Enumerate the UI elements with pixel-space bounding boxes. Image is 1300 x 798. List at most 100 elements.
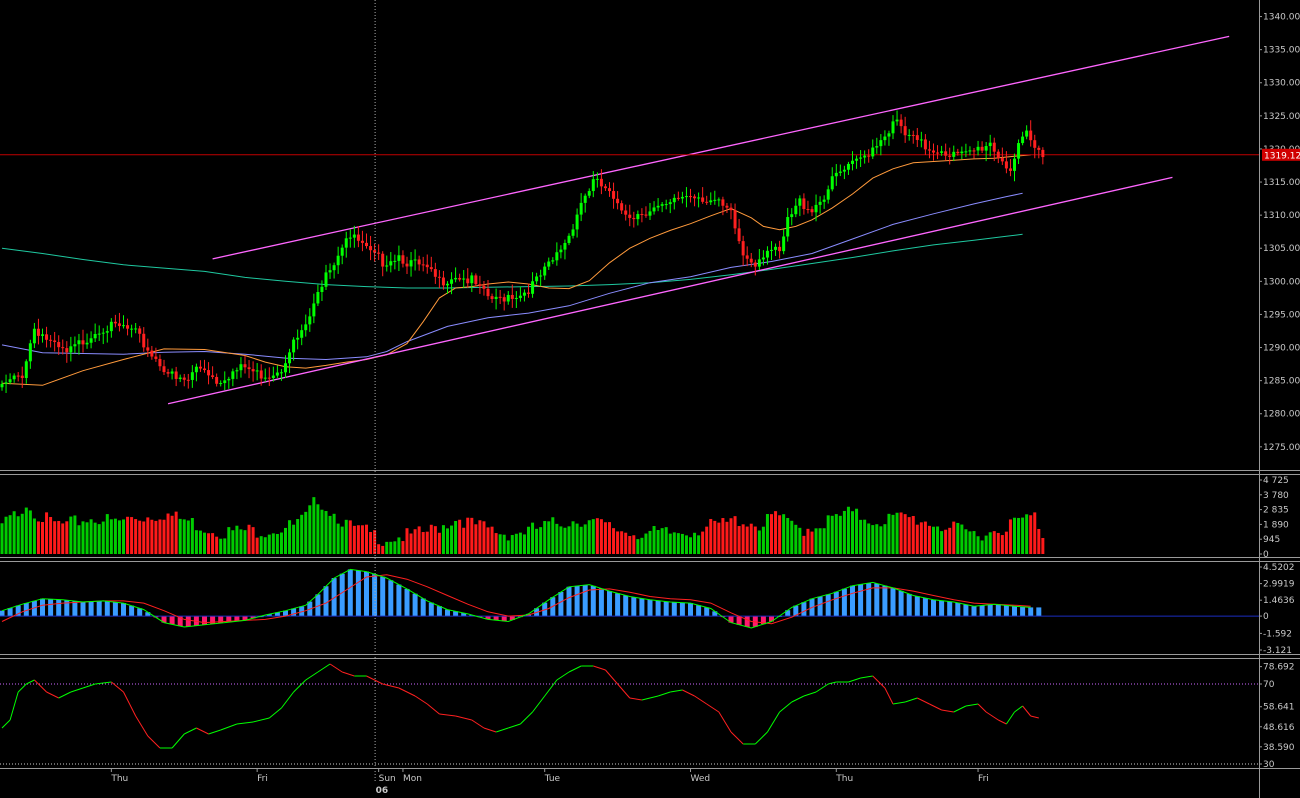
volume-bar bbox=[320, 509, 324, 554]
candle-body bbox=[267, 377, 271, 379]
volume-bar bbox=[506, 540, 510, 554]
volume-bar bbox=[16, 516, 20, 554]
volume-bar bbox=[381, 545, 385, 554]
candle-body bbox=[644, 214, 648, 216]
candle-body bbox=[113, 321, 117, 324]
candle-body bbox=[693, 196, 697, 199]
volume-bar bbox=[227, 527, 231, 554]
volume-bar bbox=[810, 531, 814, 554]
candle-body bbox=[105, 331, 109, 333]
candle-body bbox=[782, 236, 786, 252]
candle-body bbox=[855, 158, 859, 161]
candle-body bbox=[944, 151, 948, 156]
macd-histogram-bar bbox=[558, 591, 564, 617]
macd-histogram-bar bbox=[922, 598, 928, 617]
candle-body bbox=[174, 371, 178, 379]
macd-histogram-bar bbox=[979, 605, 985, 617]
candle-body bbox=[454, 277, 458, 280]
rsi-segment bbox=[998, 719, 1007, 725]
candle-body bbox=[802, 198, 806, 210]
candle-body bbox=[559, 249, 563, 253]
volume-bar bbox=[745, 526, 749, 554]
volume-bar bbox=[211, 533, 215, 554]
candle-body bbox=[446, 283, 449, 286]
rsi-segment bbox=[317, 663, 331, 673]
ma-mid-line bbox=[1, 192, 1023, 361]
candle-body bbox=[377, 252, 381, 254]
macd-histogram-bar bbox=[23, 603, 29, 617]
candle-body bbox=[93, 333, 97, 339]
candle-body bbox=[733, 210, 737, 229]
trend-channel[interactable] bbox=[167, 35, 1230, 405]
candle-body bbox=[765, 250, 769, 258]
candle-body bbox=[458, 277, 462, 280]
axis-tick-label: 2 835 bbox=[1263, 506, 1289, 516]
volume-bar bbox=[308, 505, 312, 554]
candle-body bbox=[749, 258, 753, 263]
volume-bar bbox=[271, 533, 275, 554]
axis-tick-label: 1300.00 bbox=[1263, 277, 1300, 287]
time-axis: Thu Fri Sun Mon Tue Wed Thu Fri 06 bbox=[110, 768, 989, 796]
rsi-segment bbox=[82, 683, 96, 689]
candle-body bbox=[603, 186, 607, 189]
rsi-segment bbox=[532, 695, 546, 713]
volume-bar bbox=[790, 520, 794, 554]
volume-bar bbox=[919, 522, 923, 554]
volume-bar bbox=[814, 528, 818, 554]
candle-body bbox=[57, 342, 61, 348]
macd-histogram-bar bbox=[493, 616, 499, 621]
candle-body bbox=[555, 252, 559, 261]
axis-tick-label: 1275.00 bbox=[1263, 443, 1300, 453]
candle-body bbox=[745, 255, 749, 259]
candle-body bbox=[668, 202, 672, 205]
volume-bar bbox=[632, 535, 636, 554]
candle-body bbox=[332, 265, 336, 271]
candle-body bbox=[215, 376, 219, 384]
macd-histogram-bar bbox=[315, 594, 321, 617]
candle-body bbox=[903, 126, 907, 136]
candle-body bbox=[923, 139, 927, 150]
macd-histogram-bar bbox=[153, 616, 159, 618]
rsi-segment bbox=[779, 701, 793, 713]
macd-histogram-bar bbox=[744, 616, 750, 627]
macd-histogram-bar bbox=[931, 599, 936, 617]
volume-bar bbox=[89, 519, 93, 554]
rsi-segment bbox=[268, 707, 282, 719]
volume-bar bbox=[510, 535, 514, 554]
candle-body bbox=[616, 198, 620, 204]
candle-body bbox=[373, 250, 377, 253]
volume-bar bbox=[1037, 528, 1041, 554]
macd-histogram-bar bbox=[728, 616, 734, 623]
axis-tick-label: 4 725 bbox=[1263, 476, 1289, 486]
macd-histogram-bar bbox=[31, 600, 37, 617]
volume-bar bbox=[765, 514, 769, 554]
volume-bar bbox=[437, 532, 441, 554]
candle-body bbox=[223, 380, 227, 384]
rsi-segment bbox=[977, 703, 987, 713]
volume-bar bbox=[595, 518, 599, 554]
macd-histogram-bar bbox=[509, 616, 515, 621]
axis-tick-label: 1340.00 bbox=[1263, 13, 1300, 23]
volume-bar bbox=[336, 523, 340, 554]
candle-body bbox=[1025, 130, 1029, 137]
candle-body bbox=[591, 179, 595, 192]
volume-bar bbox=[1041, 537, 1045, 554]
volume-bar bbox=[446, 528, 449, 554]
rsi-segment bbox=[252, 717, 270, 723]
candle-body bbox=[494, 296, 498, 299]
volume-bar bbox=[527, 526, 530, 554]
candle-body bbox=[130, 328, 134, 330]
volume-bar bbox=[117, 520, 121, 554]
volume-bar bbox=[875, 524, 879, 554]
volume-bar bbox=[101, 521, 105, 554]
candle-body bbox=[300, 330, 304, 338]
volume-bar bbox=[352, 525, 356, 554]
axis-tick-label: 0 bbox=[1263, 550, 1269, 560]
volume-bar bbox=[855, 508, 859, 554]
candle-body bbox=[527, 292, 530, 294]
volume-bar bbox=[644, 533, 648, 554]
macd-histogram-bar bbox=[436, 606, 442, 617]
macd-histogram-bar bbox=[841, 588, 847, 617]
volume-bar bbox=[219, 538, 223, 554]
